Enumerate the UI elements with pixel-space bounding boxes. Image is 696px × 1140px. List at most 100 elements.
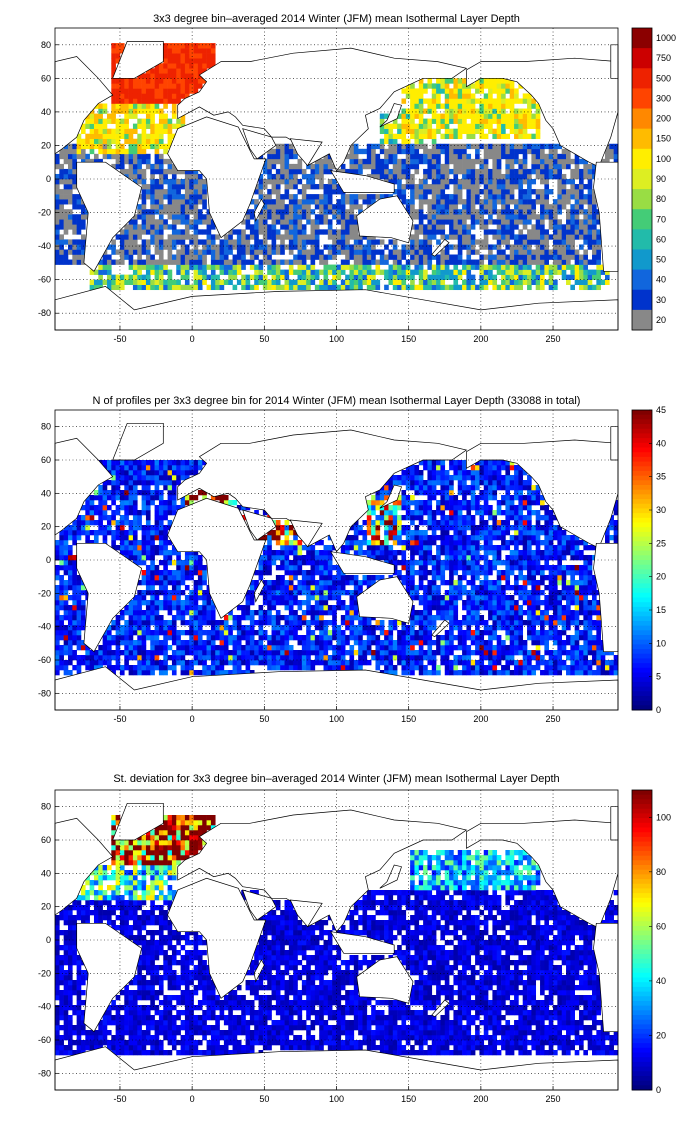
bin-cell bbox=[514, 173, 519, 180]
bin-cell bbox=[193, 565, 199, 571]
bin-cell bbox=[145, 93, 151, 99]
bin-cell bbox=[518, 148, 524, 155]
bin-cell bbox=[124, 610, 129, 616]
bin-cell bbox=[197, 580, 203, 586]
bin-cell bbox=[141, 650, 147, 656]
bin-cell bbox=[145, 470, 151, 476]
bin-cell bbox=[288, 660, 294, 666]
bin-cell bbox=[124, 133, 129, 140]
bin-cell bbox=[410, 279, 415, 285]
bin-cell bbox=[340, 249, 346, 255]
bin-cell bbox=[128, 650, 134, 656]
bin-cell bbox=[527, 98, 532, 104]
bin-cell bbox=[505, 88, 511, 94]
bin-cell bbox=[306, 219, 311, 225]
bin-cell bbox=[189, 615, 194, 621]
bin-cell bbox=[388, 148, 394, 155]
bin-cell bbox=[180, 254, 186, 260]
bin-cell bbox=[353, 259, 359, 265]
bin-cell bbox=[323, 635, 329, 641]
bin-cell bbox=[496, 239, 502, 245]
bin-cell bbox=[158, 224, 164, 230]
bin-cell bbox=[366, 625, 372, 631]
bin-cell bbox=[505, 279, 511, 285]
bin-cell bbox=[141, 189, 147, 195]
bin-cell bbox=[587, 274, 593, 280]
bin-cell bbox=[427, 163, 433, 170]
bin-cell bbox=[180, 244, 186, 250]
bin-cell bbox=[288, 625, 294, 631]
bin-cell bbox=[180, 565, 186, 571]
bin-cell bbox=[353, 635, 359, 641]
bin-cell bbox=[67, 580, 73, 586]
bin-cell bbox=[574, 234, 580, 240]
bin-cell bbox=[171, 480, 177, 486]
bin-cell bbox=[314, 560, 320, 566]
bin-cell bbox=[55, 630, 60, 636]
bin-cell bbox=[314, 650, 320, 656]
bin-cell bbox=[267, 153, 272, 160]
bin-cell bbox=[249, 625, 255, 631]
bin-cell bbox=[358, 665, 363, 671]
bin-cell bbox=[249, 630, 255, 636]
bin-cell bbox=[180, 194, 186, 200]
bin-cell bbox=[332, 595, 337, 601]
bin-cell bbox=[444, 118, 450, 124]
bin-cell bbox=[332, 615, 337, 621]
bin-cell bbox=[557, 244, 562, 250]
bin-cell bbox=[63, 219, 69, 225]
bin-cell bbox=[288, 249, 294, 255]
bin-cell bbox=[124, 274, 129, 280]
bin-cell bbox=[492, 219, 498, 225]
bin-cell bbox=[414, 189, 420, 195]
bin-cell bbox=[371, 650, 376, 656]
bin-cell bbox=[583, 274, 588, 280]
bin-cell bbox=[431, 234, 437, 240]
bin-cell bbox=[574, 219, 580, 225]
bin-cell bbox=[150, 179, 155, 185]
bin-cell bbox=[72, 585, 77, 591]
bin-cell bbox=[154, 485, 160, 491]
bin-cell bbox=[167, 68, 173, 74]
bin-cell bbox=[197, 179, 203, 185]
bin-cell bbox=[501, 143, 506, 150]
bin-cell bbox=[531, 199, 537, 205]
bin-cell bbox=[189, 565, 194, 571]
bin-cell bbox=[163, 600, 168, 606]
bin-cell bbox=[167, 123, 173, 129]
bin-cell bbox=[353, 625, 359, 631]
bin-cell bbox=[605, 279, 610, 285]
bin-cell bbox=[55, 254, 60, 260]
bin-cell bbox=[587, 219, 593, 225]
bin-cell bbox=[184, 605, 190, 611]
bin-cell bbox=[184, 274, 190, 280]
bin-cell bbox=[548, 153, 554, 160]
bin-cell bbox=[401, 279, 407, 285]
bin-cell bbox=[570, 179, 575, 185]
bin-cell bbox=[492, 128, 498, 134]
bin-cell bbox=[310, 630, 316, 636]
bin-cell bbox=[132, 610, 138, 616]
bin-cell bbox=[531, 103, 537, 109]
bin-cell bbox=[141, 184, 147, 190]
bin-cell bbox=[358, 239, 363, 245]
landmass bbox=[431, 238, 450, 257]
bin-cell bbox=[288, 168, 294, 175]
bin-cell bbox=[301, 660, 307, 666]
bin-cell bbox=[518, 179, 524, 185]
bin-cell bbox=[301, 575, 307, 581]
bin-cell bbox=[288, 153, 294, 160]
bin-cell bbox=[362, 234, 368, 240]
bin-cell bbox=[262, 249, 268, 255]
bin-cell bbox=[561, 249, 567, 255]
bin-cell bbox=[479, 113, 485, 119]
bin-cell bbox=[249, 209, 255, 215]
bin-cell bbox=[310, 635, 316, 641]
bin-cell bbox=[67, 635, 73, 641]
bin-cell bbox=[93, 284, 99, 291]
bin-cell bbox=[72, 570, 77, 576]
bin-cell bbox=[336, 284, 342, 291]
bin-cell bbox=[501, 274, 506, 280]
bin-cell bbox=[128, 279, 134, 285]
bin-cell bbox=[323, 274, 329, 280]
